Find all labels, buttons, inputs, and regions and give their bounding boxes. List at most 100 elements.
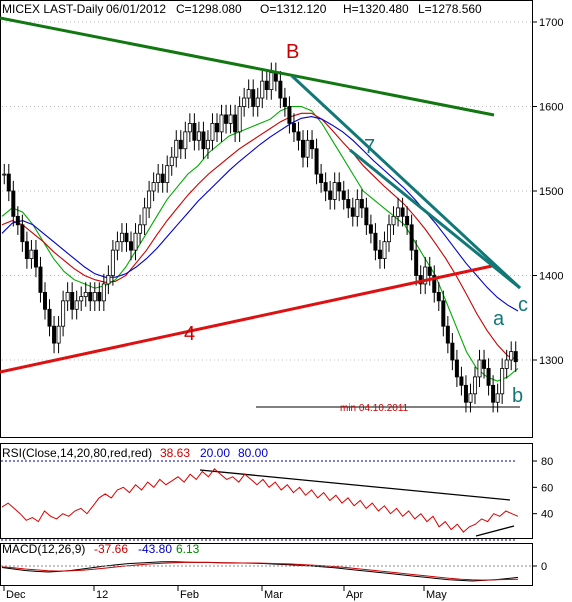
price-bar-body	[350, 207, 355, 217]
macd-tick-label: 0	[541, 561, 547, 573]
price-bar-body	[47, 308, 52, 327]
rsi-tick-label: 80	[541, 456, 553, 468]
price-bar-body	[287, 106, 292, 124]
price-bar-body	[38, 266, 43, 293]
x-tick-label: Dec	[6, 589, 26, 601]
rsi-line	[1, 468, 519, 533]
moving-average-line-2	[1, 112, 519, 361]
price-bar-body	[355, 199, 360, 217]
price-bar-body	[169, 156, 174, 167]
price-bar-body	[56, 325, 61, 344]
price-bar-body	[88, 291, 93, 302]
price-bar-body	[391, 215, 396, 226]
rsi-label: RSI(Close,14,20,80,red,red)	[2, 446, 152, 460]
price-axis: 1300 1400 1500 1600 1700	[532, 17, 563, 367]
price-bar-body	[147, 190, 152, 209]
header-date: 06/01/2012	[106, 2, 166, 16]
price-bar-body	[377, 249, 382, 259]
price-bar-body	[156, 173, 161, 183]
price-bar-body	[214, 123, 219, 133]
price-bar-body	[6, 173, 11, 192]
price-bar-body	[83, 291, 88, 298]
price-bar-body	[183, 131, 188, 150]
macd-signal: -43.80	[138, 542, 172, 556]
price-bar-body	[450, 342, 455, 361]
label-a: a	[493, 308, 505, 330]
price-bar-body	[237, 106, 242, 133]
moving-average-line-1	[1, 105, 519, 382]
macd-panel-frame	[0, 543, 533, 586]
price-bar-body	[20, 224, 25, 243]
price-bar-body	[70, 291, 75, 310]
price-bar-body	[314, 148, 319, 175]
label-c: c	[518, 294, 528, 316]
price-bar-body	[500, 368, 505, 395]
price-bar-body	[423, 266, 428, 285]
price-bar-body	[491, 384, 496, 403]
price-bar-body	[196, 131, 201, 141]
price-bar-body	[495, 393, 500, 403]
price-bar-body	[477, 359, 482, 378]
price-bar-body	[382, 241, 387, 259]
price-bar-body	[79, 296, 84, 302]
price-bar-body	[278, 80, 283, 99]
price-bar-body	[201, 131, 206, 150]
price-bar-body	[459, 376, 464, 386]
price-bar-body	[300, 139, 305, 158]
panel-frames	[0, 0, 533, 586]
price-bar-body	[61, 300, 66, 327]
price-bar-body	[192, 123, 197, 141]
rsi-support-line	[475, 525, 515, 537]
macd-line	[1, 561, 519, 582]
price-tick-label: 1300	[539, 355, 563, 367]
price-tick-label: 1700	[539, 17, 563, 29]
macd-signal-line	[1, 561, 519, 581]
macd-hist: 6.13	[176, 542, 200, 556]
price-bar-body	[341, 190, 346, 200]
price-bar-body	[92, 291, 97, 302]
price-bar-body	[165, 165, 170, 183]
price-bar-body	[323, 182, 328, 192]
price-bar-body	[486, 368, 491, 386]
price-bar-body	[260, 80, 265, 99]
annotations: B 7 4 a b c min 04.10.2011	[184, 41, 528, 414]
price-bar-body	[291, 123, 296, 133]
macd-series	[1, 561, 532, 582]
price-bar-body	[513, 351, 518, 363]
price-bar-body	[65, 291, 70, 302]
price-bar-body	[160, 173, 165, 183]
price-bar-body	[246, 89, 251, 99]
label-b: b	[512, 385, 523, 407]
rsi-panel-frame	[0, 443, 533, 539]
price-bar-body	[269, 72, 274, 90]
teal-channel-line-7	[349, 148, 521, 290]
trend-lines	[0, 16, 522, 408]
price-bar-body	[219, 114, 224, 133]
price-bar-body	[310, 139, 315, 150]
price-bar-body	[29, 249, 34, 259]
price-bar-body	[15, 215, 20, 226]
macd-label: MACD(12,26,9)	[2, 542, 85, 556]
price-bar-body	[414, 249, 419, 276]
price-bar-body	[328, 190, 333, 200]
price-bar-body	[386, 224, 391, 243]
price-bar-body	[110, 249, 115, 276]
x-tick-label: 12	[96, 589, 108, 601]
price-bar-body	[445, 325, 450, 344]
rsi-divergence-line	[199, 469, 511, 501]
price-bar-body	[119, 232, 124, 243]
price-bar-body	[128, 241, 133, 251]
price-bar-body	[441, 300, 446, 327]
price-bar-body	[138, 224, 143, 234]
price-bar-body	[74, 300, 79, 310]
price-bar-body	[337, 182, 342, 192]
price-bar-body	[124, 232, 129, 243]
header-open: O=1312.120	[260, 2, 327, 16]
macd-header: MACD(12,26,9) -37.66 -43.80 6.13	[2, 542, 200, 556]
price-bar-body	[106, 275, 111, 285]
price-bar-body	[52, 325, 57, 344]
price-tick-label: 1500	[539, 186, 563, 198]
label-min-date: min 04.10.2011	[340, 403, 409, 414]
header-symbol: MICEX LAST-Daily	[2, 2, 103, 16]
price-bar-body	[468, 393, 473, 403]
